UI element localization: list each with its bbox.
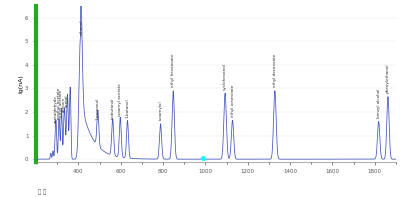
- Text: isobutanol: isobutanol: [111, 98, 115, 119]
- Text: 1-propanol: 1-propanol: [96, 98, 100, 120]
- Text: ethyl decanoate: ethyl decanoate: [273, 54, 277, 87]
- Text: ethyl octanoate: ethyl octanoate: [230, 85, 234, 117]
- Text: ⌕ ⌗: ⌕ ⌗: [38, 190, 46, 195]
- Text: ethyl hexanoate: ethyl hexanoate: [171, 54, 175, 87]
- Text: benzyl alcohol: benzyl alcohol: [377, 88, 381, 118]
- Text: isoamyl acetate: isoamyl acetate: [118, 83, 122, 116]
- Text: cyclohexanol: cyclohexanol: [223, 63, 227, 90]
- Text: ethanol: ethanol: [80, 20, 84, 35]
- Text: ethyl acetate: ethyl acetate: [60, 90, 64, 117]
- Text: acetal: acetal: [65, 95, 69, 107]
- Text: phenylethanol: phenylethanol: [386, 64, 390, 93]
- Text: acetaldehyde: acetaldehyde: [54, 95, 58, 123]
- Text: acetoin: acetoin: [62, 97, 66, 112]
- Text: methyl acetate: methyl acetate: [57, 88, 61, 119]
- Text: 1-butanol: 1-butanol: [126, 98, 130, 118]
- Y-axis label: lg(nA): lg(nA): [18, 74, 24, 93]
- Text: isoamylol: isoamylol: [158, 101, 162, 120]
